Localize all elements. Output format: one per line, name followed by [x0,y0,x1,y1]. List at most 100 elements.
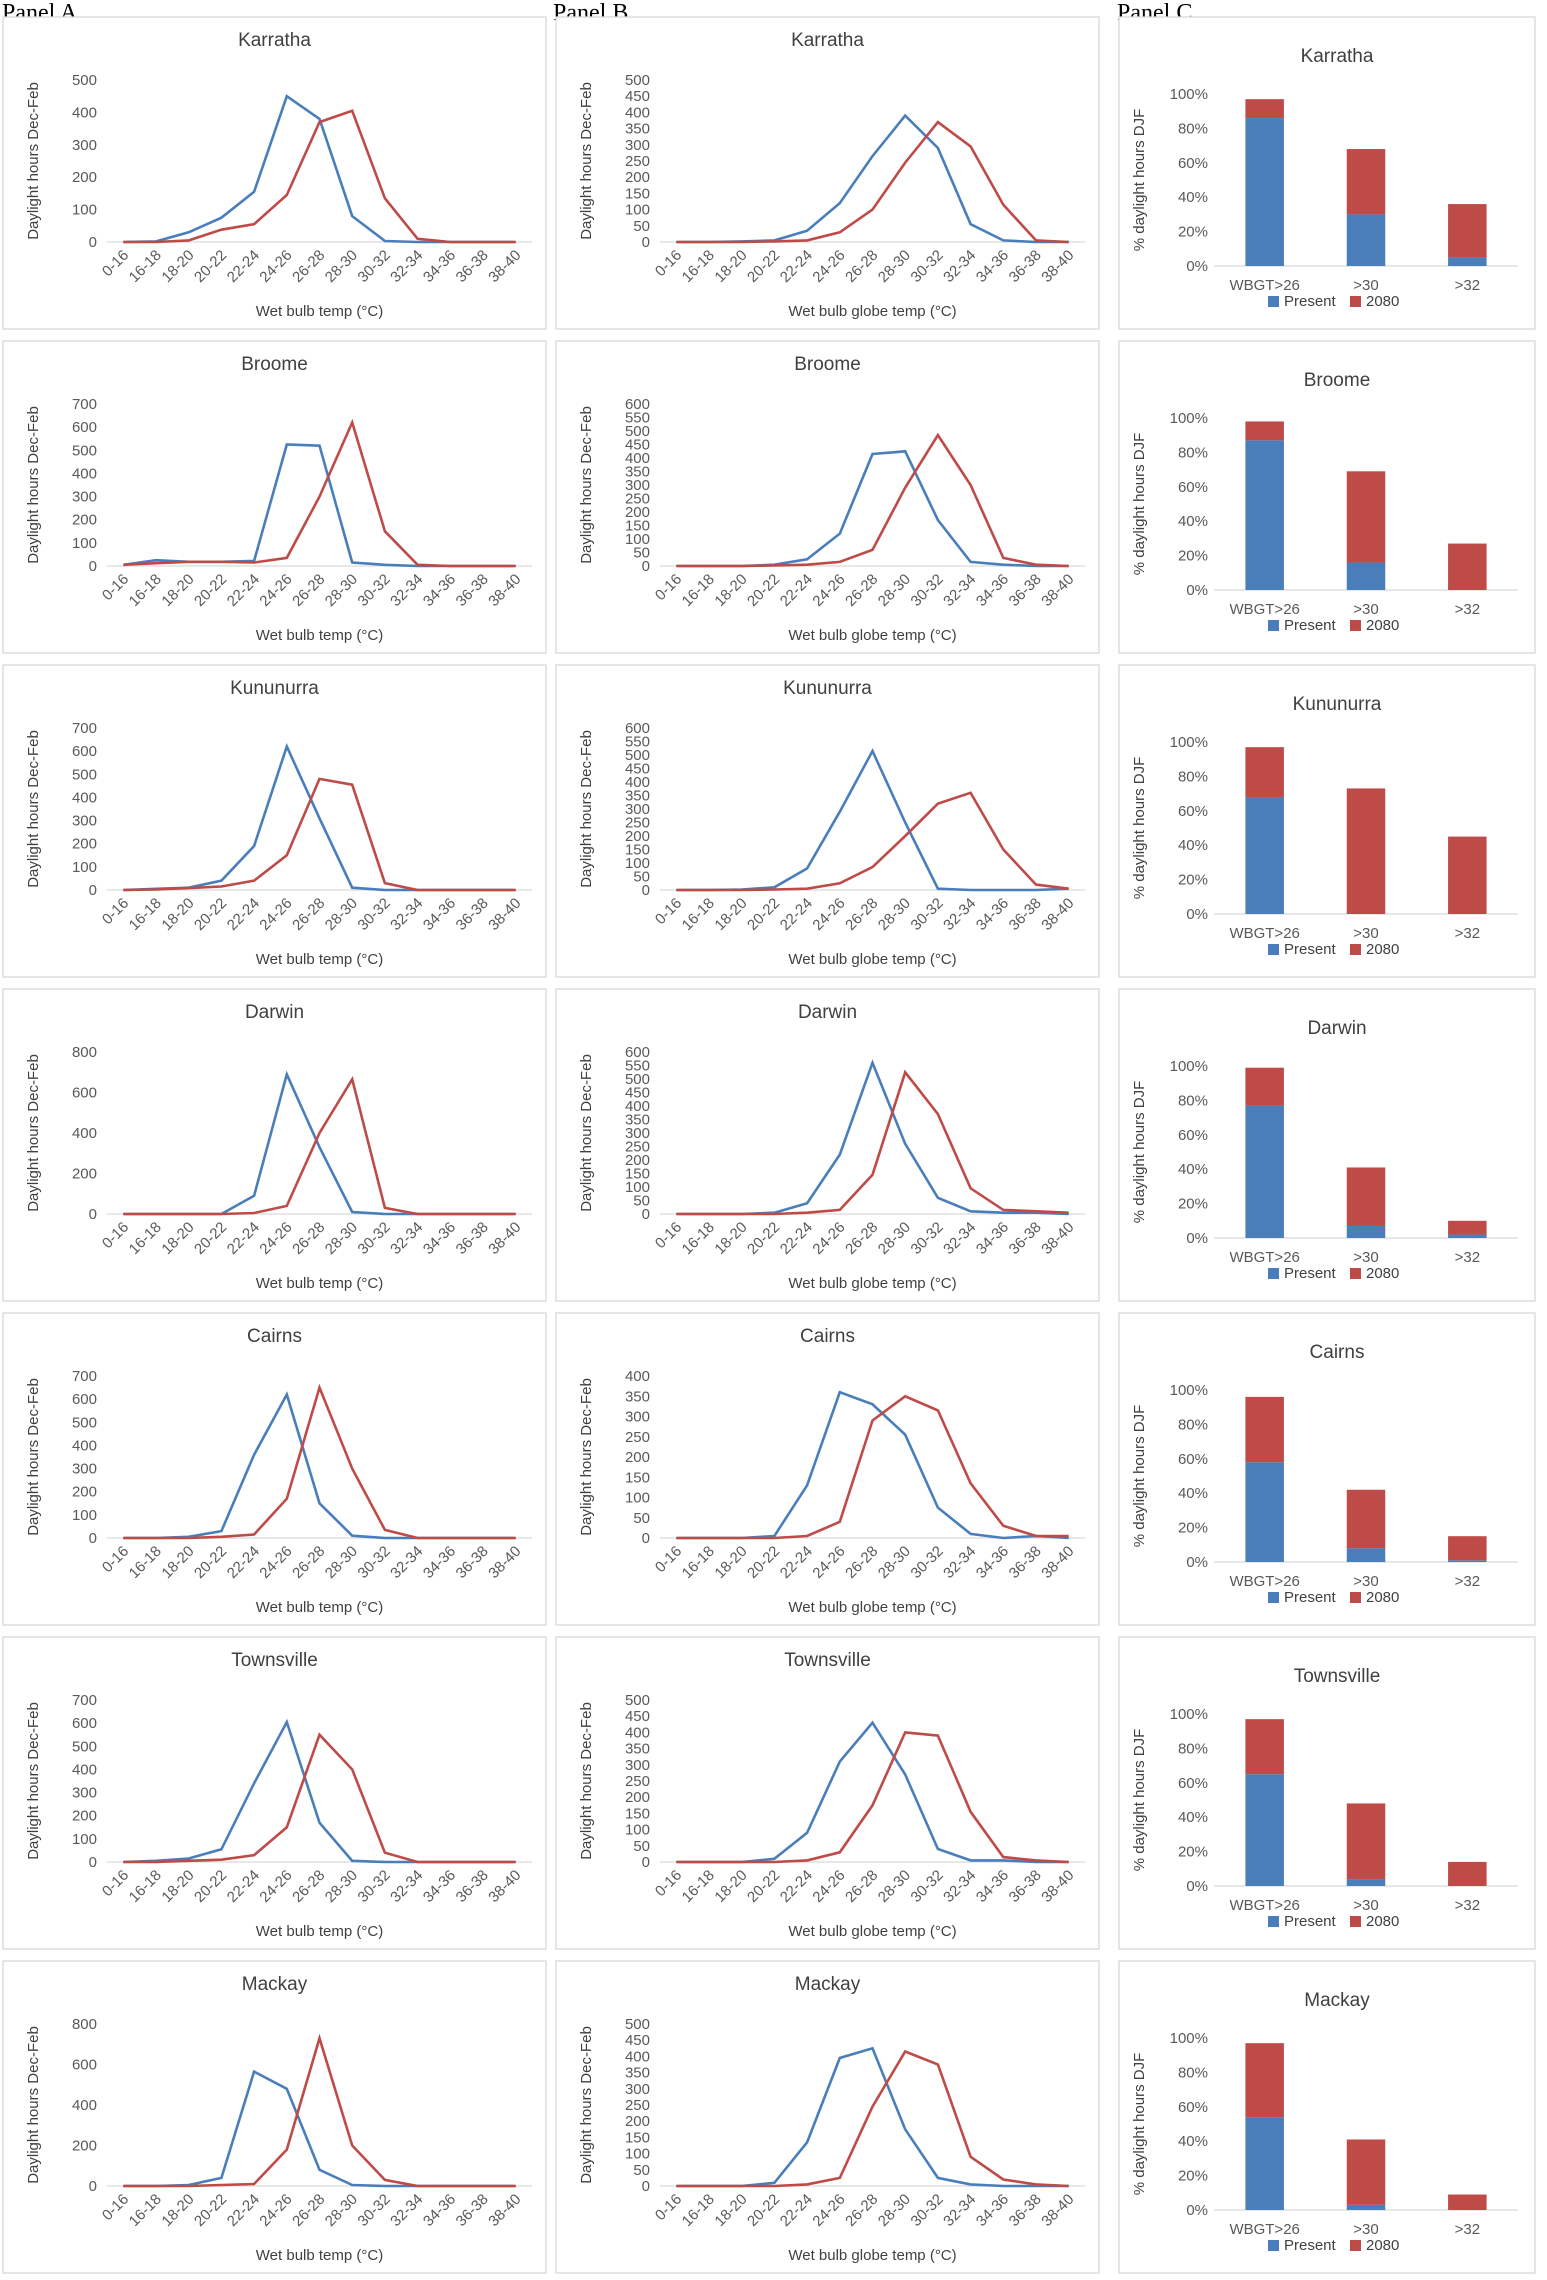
panel_a-chart-cairns: Cairns01002003004005006007000-1616-1818-… [2,1312,547,1626]
series-line-2080 [676,1731,1069,1864]
bar-2080 [1448,2194,1487,2210]
x-tick-label: >32 [1455,1897,1480,1914]
bar-2080 [1346,1803,1386,1880]
bar-present [1346,2204,1386,2210]
y-axis-title: % daylight hours DJF [1131,757,1148,900]
y-tick-label: 20% [1178,224,1208,241]
x-axis-title: Wet bulb globe temp (°C) [788,1599,956,1616]
y-tick-label: 0% [1186,1230,1208,1247]
y-tick-label: 40% [1178,513,1208,530]
x-tick-label: >32 [1455,277,1480,294]
x-tick-label: >30 [1353,1897,1378,1914]
legend-swatch-present [1268,296,1279,307]
x-tick-label: WBGT>26 [1229,277,1299,294]
y-tick-label: 200 [72,1166,97,1183]
panel_c-chart-broome: Broome 0% 20% 40% 60% 80% 100% % daylight hours… [1118,340,1536,654]
y-tick-label: 450 [625,1708,650,1725]
y-tick-label: 250 [625,2097,650,2114]
y-tick-label: 200 [72,1484,97,1501]
y-tick-label: 700 [72,396,97,413]
y-tick-label: 50 [633,218,650,235]
bar-2080 [1245,421,1284,441]
panel_a-chart-darwin: Darwin02004006008000-1616-1818-2020-2222… [2,988,547,1302]
legend-swatch-2080 [1350,296,1361,307]
y-axis-title: Daylight hours Dec-Feb [578,1378,595,1536]
y-tick-label: 500 [72,442,97,459]
y-tick-label: 600 [72,419,97,436]
series-line-2080 [123,1383,516,1540]
x-tick-label: >32 [1455,601,1480,618]
x-axis-title: Wet bulb globe temp (°C) [788,1275,956,1292]
y-axis-title: Daylight hours Dec-Feb [578,730,595,888]
y-tick-label: 100 [72,1507,97,1524]
y-tick-label: 0% [1186,906,1208,923]
y-tick-label: 20% [1178,2168,1208,2185]
y-tick-label: 300 [625,137,650,154]
chart-title: Broome [794,354,861,375]
chart-title: Darwin [245,1002,304,1023]
bar-2080 [1346,2139,1386,2205]
legend-label-2080: 2080 [1366,293,1399,310]
y-tick-label: 50 [633,545,650,562]
bar-present [1245,1774,1284,1886]
y-tick-label: 500 [625,72,650,89]
x-axis-title: Wet bulb globe temp (°C) [788,2247,956,2264]
y-axis-title: Daylight hours Dec-Feb [578,1702,595,1860]
y-tick-label: 100% [1170,410,1208,427]
panel_c-chart-cairns: Cairns 0% 20% 40% 60% 80% 100% % daylight hours… [1118,1312,1536,1626]
y-axis-title: Daylight hours Dec-Feb [25,1378,42,1536]
y-tick-label: 400 [72,789,97,806]
panel_b-chart-mackay: Mackay0501001502002503003504004505000-16… [555,1960,1100,2274]
panel_b-chart-townsville: Townsville 050100150200250300350400450500… [555,1636,1100,1950]
x-tick-label: >32 [1455,1573,1480,1590]
bar-2080 [1448,1220,1487,1235]
y-tick-label: 250 [625,1139,650,1156]
x-tick-label: WBGT>26 [1229,1573,1299,1590]
chart-frame [1118,16,1536,330]
y-tick-label: 500 [72,72,97,89]
y-tick-label: 0 [642,234,650,251]
panel_a-chart-broome: Broome01002003004005006007000-1616-1818-… [2,340,547,654]
y-tick-label: 450 [625,761,650,778]
legend-label-present: Present [1284,1265,1337,1282]
y-axis-title: Daylight hours Dec-Feb [25,406,42,564]
y-tick-label: 200 [625,2113,650,2130]
bar-present [1245,2117,1284,2210]
y-tick-label: 400 [625,1098,650,1115]
y-tick-label: 0% [1186,1554,1208,1571]
y-tick-label: 400 [625,1724,650,1741]
y-axis-title: % daylight hours DJF [1131,433,1148,576]
legend-swatch-present [1268,944,1279,955]
chart-frame [2,16,547,330]
y-tick-label: 200 [625,1449,650,1466]
y-axis-title: % daylight hours DJF [1131,1729,1148,1872]
chart-title: Mackay [1304,1990,1370,2011]
chart-title: Cairns [247,1326,302,1347]
panel_a-chart-townsville: Townsville01002003004005006007000-1616-1… [2,1636,547,1950]
x-tick-label: >32 [1455,1249,1480,1266]
y-tick-label: 800 [72,2016,97,2033]
chart-title: Darwin [1307,1018,1366,1039]
bar-2080 [1245,99,1284,119]
legend-swatch-2080 [1350,620,1361,631]
x-axis-title: Wet bulb temp (°C) [256,1275,383,1292]
chart-title: Karratha [791,30,864,51]
y-tick-label: 800 [72,1044,97,1061]
legend-label-present: Present [1284,1913,1337,1930]
x-axis-title: Wet bulb globe temp (°C) [788,627,956,644]
x-tick-label: >30 [1353,277,1378,294]
chart-frame [555,988,1100,1302]
y-tick-label: 600 [625,1044,650,1061]
bar-2080 [1346,149,1386,215]
chart-title: Kununurra [783,678,872,699]
y-tick-label: 100 [72,202,97,219]
legend-label-present: Present [1284,1589,1337,1606]
y-axis-title: Daylight hours Dec-Feb [578,406,595,564]
series-line-2080 [676,120,1069,244]
y-tick-label: 350 [625,1741,650,1758]
bar-2080 [1346,1167,1386,1226]
series-line-2080 [123,109,516,244]
chart-frame [2,1960,547,2274]
y-tick-label: 400 [72,2097,97,2114]
y-tick-label: 500 [625,1071,650,1088]
